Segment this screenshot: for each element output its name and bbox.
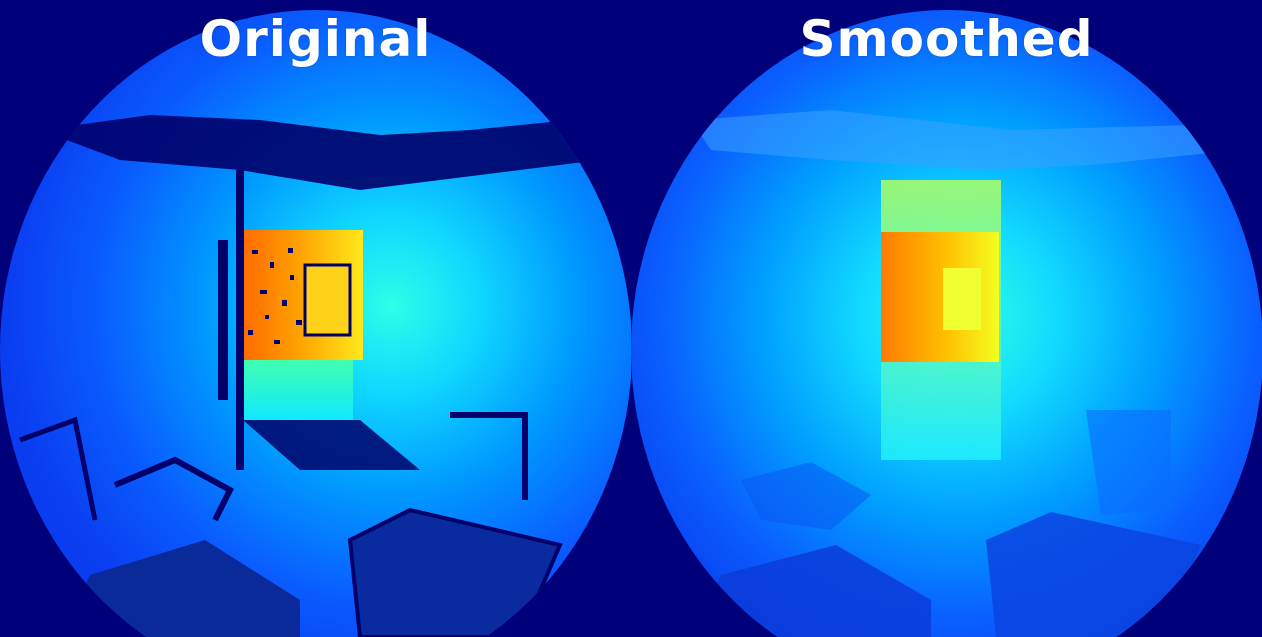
smoothed-title: Smoothed — [799, 10, 1094, 68]
smoothed-chair — [1086, 410, 1171, 515]
foreground-object — [60, 540, 300, 637]
smoothed-table — [741, 462, 871, 530]
left-furniture — [19, 416, 98, 521]
original-title: Original — [199, 10, 432, 68]
picture-frame — [303, 263, 352, 337]
smoothed-depth-map — [631, 10, 1262, 637]
ceiling-band — [691, 110, 1241, 170]
missing-depth-band — [40, 115, 600, 190]
floor-shadow — [243, 420, 420, 470]
smoothed-far-wall — [881, 232, 999, 362]
smoothed-foreground-object — [691, 545, 931, 637]
original-depth-map — [0, 10, 631, 637]
smoothed-picture — [943, 268, 981, 330]
door-frame — [236, 170, 244, 470]
smoothed-foreground-seat — [986, 512, 1201, 637]
lower-room — [243, 360, 353, 420]
chair-outline — [450, 412, 528, 500]
table-outline — [113, 456, 234, 522]
original-panel: Original — [0, 10, 631, 637]
door-edge — [218, 240, 228, 400]
smoothed-panel: Smoothed — [631, 0, 1262, 637]
noise-speckles — [248, 248, 302, 344]
